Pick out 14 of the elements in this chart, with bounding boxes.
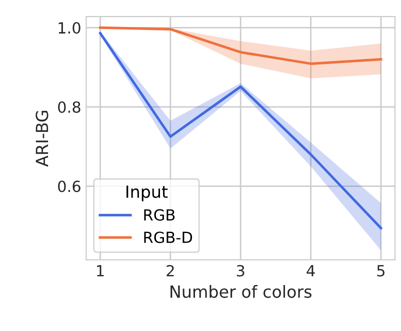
x-tick-label: 4 xyxy=(306,265,315,276)
y-tick-label: 0.8 xyxy=(58,101,80,113)
x-tick-label: 5 xyxy=(377,265,384,277)
x-tick-label: 3 xyxy=(236,264,244,277)
x-tick-label: 2 xyxy=(166,264,174,276)
x-tick-label: 1 xyxy=(97,265,104,276)
y-tick-label: 0.6 xyxy=(58,180,80,192)
legend-label: RGB-D xyxy=(144,232,192,244)
legend-label: RGB xyxy=(144,209,175,221)
y-tick-label: 1.0 xyxy=(58,22,80,34)
legend-title: Input xyxy=(126,186,168,202)
x-axis-title: Number of colors xyxy=(170,285,312,298)
line-series xyxy=(99,26,382,65)
y-axis-title: ARI-BG xyxy=(36,110,48,167)
